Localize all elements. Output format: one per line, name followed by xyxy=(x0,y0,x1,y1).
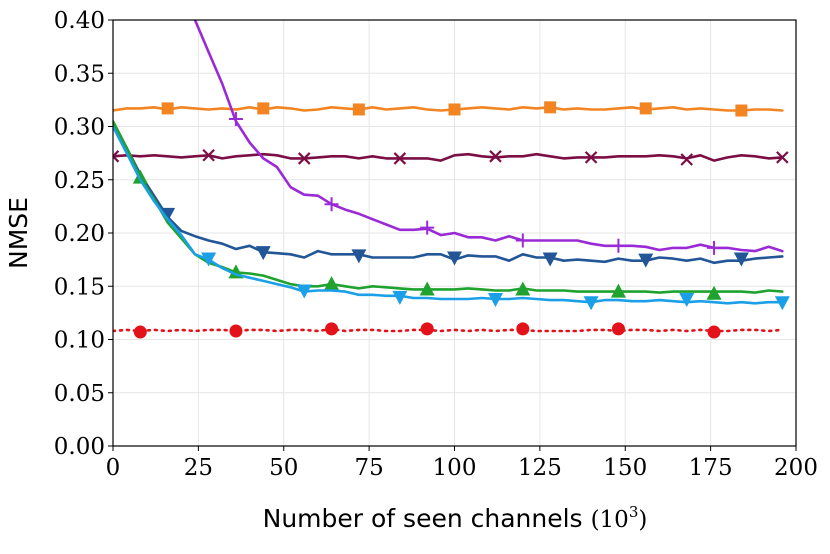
x-marker xyxy=(776,151,789,164)
square-marker xyxy=(257,102,270,115)
x-tick-label: 150 xyxy=(603,455,647,481)
x-marker xyxy=(393,152,407,165)
x-tick-label: 25 xyxy=(184,455,213,481)
triangle-down-marker xyxy=(447,251,462,266)
square-marker xyxy=(735,104,748,117)
square-marker xyxy=(544,101,557,114)
x-tick-label: 50 xyxy=(269,455,298,481)
series-line xyxy=(113,123,784,265)
triangle-down-marker xyxy=(201,252,217,267)
x-axis-unit-exp: 3 xyxy=(629,503,639,521)
series-0 xyxy=(113,101,784,117)
series-line xyxy=(193,20,784,253)
series-line xyxy=(113,327,784,333)
series-6 xyxy=(113,322,784,339)
x-axis-label-text: Number of seen channels xyxy=(263,504,583,533)
triangle-down-marker xyxy=(733,252,749,267)
y-tick-label: 0.35 xyxy=(54,61,105,87)
y-tick-label: 0.20 xyxy=(54,221,105,247)
x-tick-label: 100 xyxy=(433,455,477,481)
series-line xyxy=(113,119,784,294)
triangle-down-marker xyxy=(583,296,599,311)
circle-marker xyxy=(229,324,243,338)
square-marker xyxy=(448,103,461,116)
series-3 xyxy=(113,123,784,268)
series-layer xyxy=(113,20,790,339)
x-tick-label: 175 xyxy=(689,455,733,481)
triangle-up-marker xyxy=(610,283,626,298)
triangle-down-marker xyxy=(487,293,503,308)
triangle-down-marker xyxy=(392,290,408,305)
triangle-up-marker xyxy=(324,276,340,291)
triangle-down-marker xyxy=(542,252,558,267)
series-2 xyxy=(193,20,784,255)
axis-ticks: 0 25 50 75 100 125 150 175 200 0.00 0.05 0.10 0.15 0.… xyxy=(54,8,818,481)
circle-marker xyxy=(325,322,339,336)
y-tick-label: 0.00 xyxy=(54,434,105,460)
x-axis-label: Number of seen channels (103) xyxy=(263,503,648,533)
y-tick-label: 0.40 xyxy=(54,8,105,34)
y-tick-label: 0.30 xyxy=(54,115,105,141)
series-4 xyxy=(113,119,784,300)
triangle-down-marker xyxy=(160,207,176,222)
circle-marker xyxy=(707,325,721,339)
series-5 xyxy=(113,125,790,311)
circle-marker xyxy=(516,322,530,336)
plus-marker xyxy=(228,112,243,127)
triangle-up-marker xyxy=(515,281,531,296)
circle-marker xyxy=(611,322,625,336)
x-tick-label: 125 xyxy=(518,455,562,481)
triangle-down-marker xyxy=(296,284,312,299)
y-tick-label: 0.15 xyxy=(54,274,105,300)
triangle-up-marker xyxy=(132,169,148,184)
y-tick-label: 0.05 xyxy=(54,381,105,407)
triangle-down-marker xyxy=(774,296,790,311)
circle-marker xyxy=(133,325,147,339)
x-marker xyxy=(113,150,120,163)
square-marker xyxy=(639,102,652,115)
y-axis-label: NMSE xyxy=(4,197,33,269)
square-marker xyxy=(161,102,174,115)
triangle-up-marker xyxy=(419,281,435,296)
series-line xyxy=(113,152,784,162)
series-line xyxy=(113,106,784,112)
x-marker xyxy=(297,152,311,165)
x-tick-label: 0 xyxy=(106,455,121,481)
x-marker xyxy=(202,148,215,162)
triangle-up-marker xyxy=(706,285,722,300)
series-line xyxy=(113,125,784,305)
plus-marker xyxy=(515,233,530,248)
x-tick-label: 200 xyxy=(774,455,818,481)
circle-marker xyxy=(420,322,434,336)
y-tick-label: 0.25 xyxy=(54,168,105,194)
square-marker xyxy=(352,103,365,116)
y-tick-label: 0.10 xyxy=(54,328,105,354)
x-axis-unit-close: ) xyxy=(638,507,647,533)
triangle-down-marker xyxy=(638,253,654,268)
x-marker xyxy=(489,150,502,163)
plus-marker xyxy=(707,240,722,255)
triangle-down-marker xyxy=(679,293,695,308)
x-marker xyxy=(680,153,693,166)
triangle-down-marker xyxy=(351,249,367,264)
triangle-down-marker xyxy=(255,246,271,261)
plus-marker xyxy=(611,238,626,253)
series-1 xyxy=(113,148,789,166)
plus-marker xyxy=(324,197,339,212)
x-axis-unit-base: (10 xyxy=(591,507,629,533)
x-marker xyxy=(584,151,598,164)
plus-marker xyxy=(420,220,435,235)
x-tick-label: 75 xyxy=(354,455,383,481)
